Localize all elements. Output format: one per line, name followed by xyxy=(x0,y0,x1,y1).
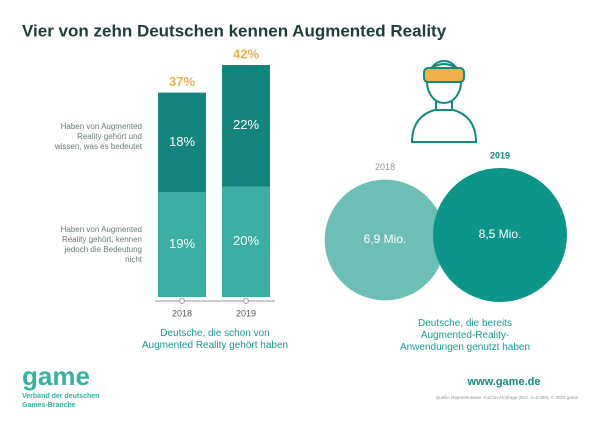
x-tick-label: 2018 xyxy=(172,308,192,318)
value-label: 20% xyxy=(233,233,259,248)
series-label: Haben von Augmented Reality gehört, kenn… xyxy=(60,224,142,264)
organization: Verband der deutschen Games-Branche xyxy=(22,393,100,409)
bar-segment xyxy=(222,65,270,187)
axis-marker xyxy=(243,298,249,304)
total-label: 42% xyxy=(233,46,259,61)
value-label: 6,9 Mio. xyxy=(364,232,407,246)
value-label: 8,5 Mio. xyxy=(479,227,522,241)
caption: Deutsche, die schon von Augmented Realit… xyxy=(141,328,289,351)
bar-segment xyxy=(158,192,206,297)
vr-illustration xyxy=(410,60,478,143)
bar-segment xyxy=(158,92,206,193)
value-label: 19% xyxy=(169,236,195,251)
title: Vier von zehn Deutschen kennen Augmented… xyxy=(22,21,447,40)
category-label: 2019 xyxy=(490,150,510,160)
bubble xyxy=(433,168,567,302)
value-label: 22% xyxy=(233,117,259,132)
url[interactable]: www.game.de xyxy=(467,376,541,388)
bubble xyxy=(324,179,446,301)
bar-segment xyxy=(222,186,270,297)
series-label: Haben von Augmented Reality gehört und w… xyxy=(54,122,142,152)
axis-marker xyxy=(179,298,185,304)
source: Quelle: Repräsentative YouGov-Umfrage (D… xyxy=(436,394,579,400)
category-label: 2018 xyxy=(375,162,395,172)
caption: Deutsche, die bereits Augmented-Reality-… xyxy=(399,318,531,353)
x-tick-label: 2019 xyxy=(236,308,256,318)
logo: game xyxy=(22,361,90,391)
total-label: 37% xyxy=(169,74,195,89)
value-label: 18% xyxy=(169,134,195,149)
